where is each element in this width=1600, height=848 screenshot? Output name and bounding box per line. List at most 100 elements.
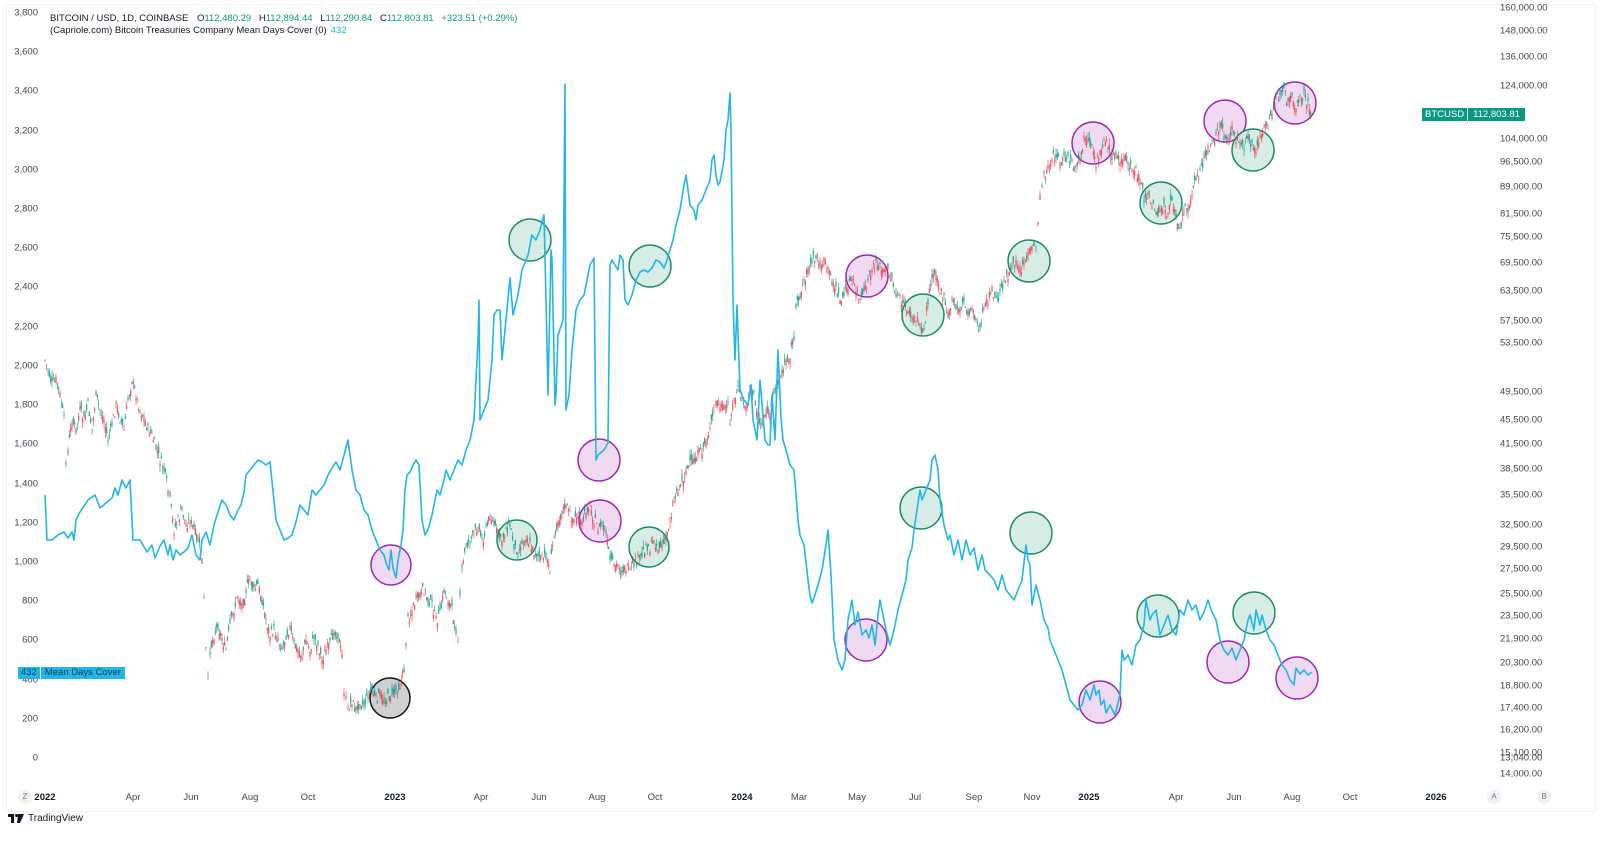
indicator-legend-row[interactable]: (Capriole.com) Bitcoin Treasuries Compan…: [50, 25, 522, 37]
indicator-value: 432: [330, 25, 347, 36]
right-axis-tick: 45,500.00: [1500, 414, 1543, 426]
time-axis-tick: Oct: [1342, 792, 1358, 803]
annotation-circle-purple[interactable]: [577, 438, 621, 482]
right-axis-tick: 160,000.00: [1500, 2, 1548, 14]
left-axis-tick: 1,000: [14, 556, 38, 568]
close-label: C: [379, 13, 387, 24]
time-axis-tick: Jun: [183, 792, 199, 803]
time-axis-tick: Aug: [1283, 792, 1301, 803]
right-axis-tick: 29,500.00: [1500, 541, 1543, 553]
left-axis-tick: 1,200: [14, 517, 38, 529]
left-axis-tick: 3,200: [14, 125, 38, 137]
left-axis-tick: 0: [32, 752, 38, 764]
left-axis-tick: 3,800: [14, 7, 38, 19]
right-axis-tick: 21,900.00: [1500, 633, 1543, 645]
right-axis-tick: 17,400.00: [1500, 702, 1543, 714]
time-axis-tick: Nov: [1023, 792, 1041, 803]
time-axis-tick: Jun: [1226, 792, 1242, 803]
price-tag-value: 112,803.81: [1468, 108, 1525, 121]
left-axis-tick: 3,400: [14, 85, 38, 97]
left-axis-tick: 400: [22, 674, 38, 686]
left-axis-tick: 3,600: [14, 46, 38, 58]
time-axis-tick: Aug: [241, 792, 259, 803]
right-axis-tick: 13,040.00: [1500, 752, 1543, 764]
time-axis-tick: Aug: [588, 792, 606, 803]
price-tag-symbol: BTCUSD: [1422, 108, 1468, 121]
indicator-last-value-label: 432 Mean Days Cover: [18, 667, 125, 679]
open-value: 112,480.29: [204, 13, 252, 24]
right-axis-tick: 16,200.00: [1500, 724, 1543, 736]
annotation-circle-purple[interactable]: [370, 544, 412, 586]
chart-legend: BITCOIN / USD, 1D, COINBASE O112,480.29 …: [50, 13, 522, 37]
right-axis-tick: 148,000.00: [1500, 25, 1548, 37]
high-label: H: [258, 13, 266, 24]
time-axis-tick: 2026: [1425, 792, 1447, 803]
right-axis-tick: 14,000.00: [1500, 768, 1543, 780]
left-axis-tick: 800: [22, 595, 38, 607]
annotation-circle-purple[interactable]: [1203, 99, 1247, 143]
indicator-tag-label: Mean Days Cover: [40, 667, 125, 679]
tradingview-branding[interactable]: TradingView: [8, 813, 83, 824]
left-axis-tick: 2,400: [14, 281, 38, 293]
tradingview-logo-icon: [8, 814, 24, 823]
tradingview-label: TradingView: [28, 813, 84, 824]
annotation-circle-purple[interactable]: [1206, 640, 1250, 684]
left-axis-tick: 600: [22, 634, 38, 646]
btcusd-last-price-label: BTCUSD 112,803.81: [1422, 108, 1525, 121]
time-axis-tick: Apr: [125, 792, 141, 803]
time-scale[interactable]: 2022 Apr Jun Aug Oct 2023 Apr Jun Aug Oct 2024 Mar M…: [0, 788, 1600, 808]
right-axis-tick: 38,500.00: [1500, 463, 1543, 475]
auto-scale-button[interactable]: A: [1487, 790, 1501, 804]
right-axis-tick: 96,500.00: [1500, 156, 1543, 168]
left-axis-tick: 2,800: [14, 203, 38, 215]
chart-frame: [6, 4, 1596, 812]
left-axis-tick: 2,600: [14, 242, 38, 254]
left-axis-tick: 2,000: [14, 360, 38, 372]
left-axis-tick: 200: [22, 713, 38, 725]
left-price-scale[interactable]: 3,800 3,600 3,400 3,200 3,000 2,800 2,600 2,400…: [0, 0, 45, 800]
right-axis-tick: 20,300.00: [1500, 657, 1543, 669]
left-scale-button[interactable]: Z: [18, 790, 32, 804]
left-axis-tick: 1,600: [14, 438, 38, 450]
time-axis-tick: Apr: [1168, 792, 1184, 803]
high-value: 112,894.44: [265, 13, 313, 24]
right-price-scale[interactable]: 160,000.00 148,000.00 136,000.00 124,000.00…: [1470, 0, 1590, 800]
annotation-circle-green[interactable]: [628, 244, 672, 288]
left-axis-tick: 1,800: [14, 399, 38, 411]
left-axis-tick: 1,400: [14, 478, 38, 490]
annotation-circle-purple[interactable]: [1275, 656, 1319, 700]
time-axis-tick: 2025: [1078, 792, 1100, 803]
annotation-circle-green[interactable]: [1139, 181, 1183, 225]
time-axis-tick: Apr: [473, 792, 489, 803]
left-axis-tick: 2,200: [14, 321, 38, 333]
indicator-tag-value: 432: [18, 667, 40, 679]
right-axis-tick: 53,500.00: [1500, 337, 1543, 349]
low-label: L: [320, 13, 326, 24]
log-scale-button[interactable]: B: [1537, 790, 1551, 804]
time-axis-tick: May: [848, 792, 866, 803]
annotation-circle-purple[interactable]: [844, 618, 888, 662]
time-axis-tick: 2022: [34, 792, 56, 803]
annotation-circles: [369, 81, 1319, 724]
open-label: O: [196, 13, 205, 24]
annotation-circle-green[interactable]: [1009, 511, 1053, 555]
close-value: 112,803.81: [386, 13, 434, 24]
symbol-legend-row[interactable]: BITCOIN / USD, 1D, COINBASE O112,480.29 …: [50, 13, 522, 25]
symbol-title: BITCOIN / USD, 1D, COINBASE: [50, 13, 189, 24]
time-axis-tick: 2024: [731, 792, 753, 803]
time-axis-tick: Jun: [531, 792, 547, 803]
right-axis-tick: 104,000.00: [1500, 133, 1548, 145]
right-axis-tick: 89,000.00: [1500, 181, 1543, 193]
time-axis-tick: 2023: [384, 792, 406, 803]
right-axis-tick: 63,500.00: [1500, 285, 1543, 297]
right-axis-tick: 81,500.00: [1500, 208, 1543, 220]
indicator-name: (Capriole.com) Bitcoin Treasuries Compan…: [50, 25, 327, 36]
annotation-circle-green[interactable]: [1007, 239, 1051, 283]
annotation-circle-purple[interactable]: [578, 499, 622, 543]
mean-days-cover-line: [44, 83, 1313, 716]
right-axis-tick: 32,500.00: [1500, 519, 1543, 531]
annotation-circle-green[interactable]: [901, 293, 945, 337]
right-axis-tick: 25,500.00: [1500, 588, 1543, 600]
right-axis-tick: 23,500.00: [1500, 610, 1543, 622]
